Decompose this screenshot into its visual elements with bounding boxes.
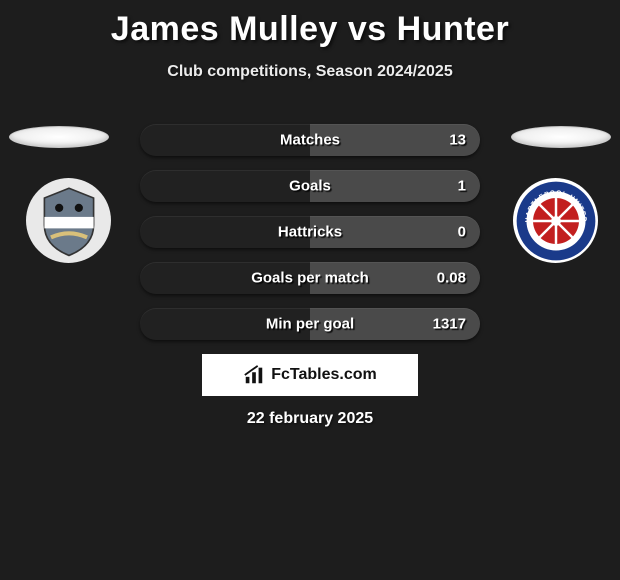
stat-row-matches: Matches 13 [140, 124, 480, 156]
wheel-badge-icon: HARTLEPOOL UNITED [515, 180, 597, 262]
stat-row-goals: Goals 1 [140, 170, 480, 202]
club-crest-left [26, 178, 111, 263]
stats-list: Matches 13 Goals 1 Hattricks 0 Goals per… [140, 124, 480, 340]
date-text: 22 february 2025 [0, 410, 620, 428]
shield-icon [28, 180, 110, 262]
stat-value-right: 1317 [433, 316, 466, 333]
stat-label: Goals per match [251, 270, 369, 287]
brand-badge[interactable]: FcTables.com [202, 354, 418, 396]
stat-label: Matches [280, 132, 340, 149]
player-photo-right [511, 126, 611, 148]
stat-row-min-per-goal: Min per goal 1317 [140, 308, 480, 340]
stat-row-goals-per-match: Goals per match 0.08 [140, 262, 480, 294]
stat-label: Hattricks [278, 224, 342, 241]
stat-value-right: 13 [449, 132, 466, 149]
stat-value-right: 0.08 [437, 270, 466, 287]
stat-row-hattricks: Hattricks 0 [140, 216, 480, 248]
page-title: James Mulley vs Hunter [0, 0, 620, 49]
club-crest-right: HARTLEPOOL UNITED [513, 178, 598, 263]
subtitle: Club competitions, Season 2024/2025 [0, 63, 620, 81]
brand-text: FcTables.com [271, 366, 377, 384]
stat-value-right: 1 [458, 178, 466, 195]
player-photo-left [9, 126, 109, 148]
stat-value-right: 0 [458, 224, 466, 241]
stat-label: Goals [289, 178, 331, 195]
bar-chart-icon [243, 364, 265, 386]
stat-label: Min per goal [266, 316, 354, 333]
